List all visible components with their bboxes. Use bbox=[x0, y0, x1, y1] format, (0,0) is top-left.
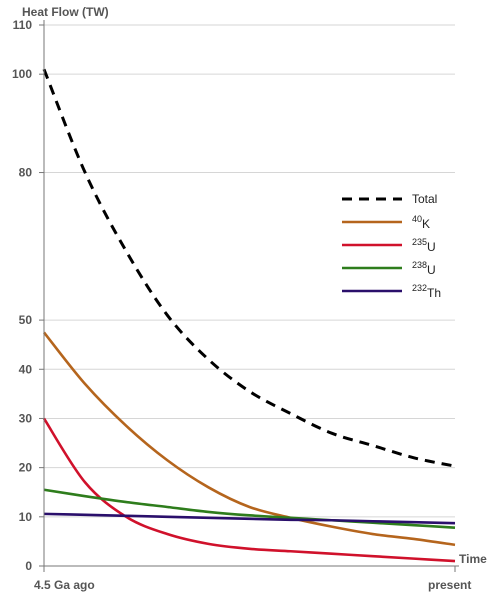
y-axis-title: Heat Flow (TW) bbox=[22, 5, 109, 19]
series-line-232th bbox=[43, 512, 456, 525]
y-tick-label-80: 80 bbox=[19, 166, 33, 180]
legend: Total 40K 235U 238U 232Th bbox=[342, 192, 441, 300]
y-tick-label-20: 20 bbox=[19, 461, 33, 475]
y-tick-label-50: 50 bbox=[19, 313, 33, 327]
legend-label-235u: 235U bbox=[412, 237, 436, 254]
legend-label-total: Total bbox=[412, 192, 437, 206]
series-line-235u bbox=[42, 417, 456, 563]
series-line-40k bbox=[42, 331, 456, 547]
y-tick-label-0: 0 bbox=[25, 559, 32, 573]
gridlines bbox=[44, 24, 455, 518]
x-axis-title: Time bbox=[459, 552, 487, 566]
legend-label-40k: 40K bbox=[412, 214, 430, 231]
y-tick-label-110: 110 bbox=[13, 18, 33, 32]
y-tick-labels: 0 10 20 30 40 50 80 100 110 bbox=[12, 18, 456, 573]
y-tick-label-30: 30 bbox=[19, 411, 33, 425]
series-lines bbox=[42, 68, 456, 563]
y-tick-label-100: 100 bbox=[12, 67, 32, 81]
y-tick-label-40: 40 bbox=[19, 362, 33, 376]
y-tick-label-10: 10 bbox=[19, 510, 33, 524]
legend-label-238u: 238U bbox=[412, 260, 436, 277]
series-line-total bbox=[42, 68, 456, 468]
series-line-238u bbox=[43, 488, 456, 529]
legend-label-232th: 232Th bbox=[412, 283, 441, 300]
x-tick-label-end: present bbox=[428, 578, 471, 592]
x-tick-label-start: 4.5 Ga ago bbox=[34, 578, 95, 592]
